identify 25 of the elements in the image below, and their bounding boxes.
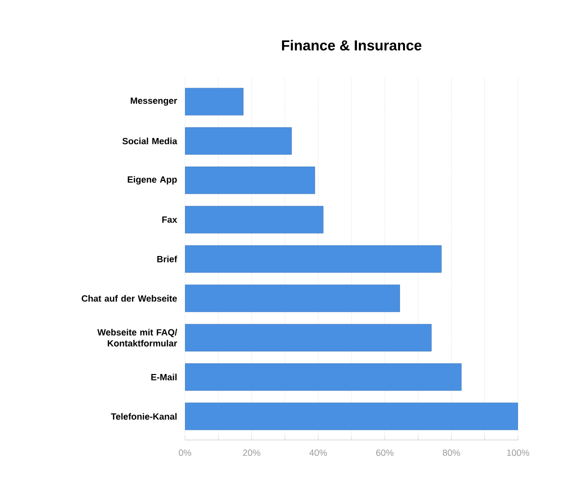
bar — [185, 284, 400, 312]
x-tick-label: 40% — [309, 450, 327, 456]
x-tick-label: 60% — [376, 450, 394, 456]
y-tick-label: Fax — [162, 216, 178, 223]
bar — [185, 206, 324, 234]
y-tick-label: Webseite mit FAQ/ Kontaktformular — [97, 328, 178, 346]
y-tick-label: Eigene App — [128, 176, 177, 185]
y-tick-label: Telefonie-Kanal — [110, 413, 177, 420]
bar — [185, 402, 518, 430]
x-tick-label: 80% — [442, 450, 460, 456]
x-tick-label: 0% — [178, 450, 192, 456]
y-tick-label: Brief — [157, 256, 178, 262]
bar — [185, 88, 244, 116]
bar — [185, 245, 442, 273]
x-tick-label: 20% — [243, 450, 260, 456]
y-tick-label: Messenger — [130, 98, 178, 106]
bar — [185, 324, 432, 352]
y-tick-label: Social Media — [122, 138, 178, 144]
bar — [185, 166, 316, 194]
bar — [185, 127, 292, 155]
chart-title: Finance & Insurance — [282, 40, 422, 50]
x-tick-label: 100% — [507, 450, 530, 456]
y-tick-label: E-Mail — [151, 374, 177, 380]
y-tick-label: Chat auf der Webseite — [82, 295, 177, 302]
bar — [185, 363, 462, 391]
